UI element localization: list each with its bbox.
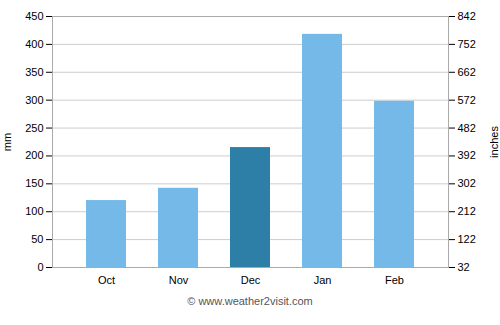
svg-text:250: 250 xyxy=(25,122,43,134)
svg-text:mm: mm xyxy=(1,133,13,151)
svg-text:842: 842 xyxy=(458,10,476,22)
svg-text:212: 212 xyxy=(458,205,476,217)
svg-text:0: 0 xyxy=(37,261,43,273)
svg-text:Feb: Feb xyxy=(385,274,404,286)
svg-text:Jan: Jan xyxy=(314,274,332,286)
svg-text:302: 302 xyxy=(458,177,476,189)
svg-text:150: 150 xyxy=(25,177,43,189)
svg-text:32: 32 xyxy=(458,261,470,273)
svg-text:122: 122 xyxy=(458,233,476,245)
svg-text:200: 200 xyxy=(25,149,43,161)
svg-text:752: 752 xyxy=(458,38,476,50)
svg-text:100: 100 xyxy=(25,205,43,217)
svg-text:450: 450 xyxy=(25,10,43,22)
svg-text:482: 482 xyxy=(458,122,476,134)
svg-text:392: 392 xyxy=(458,149,476,161)
html-text:© www.weather2visit.com: © www.weather2visit.com xyxy=(187,295,313,307)
svg-text:350: 350 xyxy=(25,66,43,78)
svg-text:Nov: Nov xyxy=(169,274,189,286)
svg-text:50: 50 xyxy=(31,233,43,245)
svg-text:Dec: Dec xyxy=(241,274,261,286)
svg-text:572: 572 xyxy=(458,94,476,106)
svg-text:662: 662 xyxy=(458,66,476,78)
svg-text:400: 400 xyxy=(25,38,43,50)
svg-text:inches: inches xyxy=(488,126,500,158)
svg-text:Oct: Oct xyxy=(98,274,115,286)
svg-text:300: 300 xyxy=(25,94,43,106)
